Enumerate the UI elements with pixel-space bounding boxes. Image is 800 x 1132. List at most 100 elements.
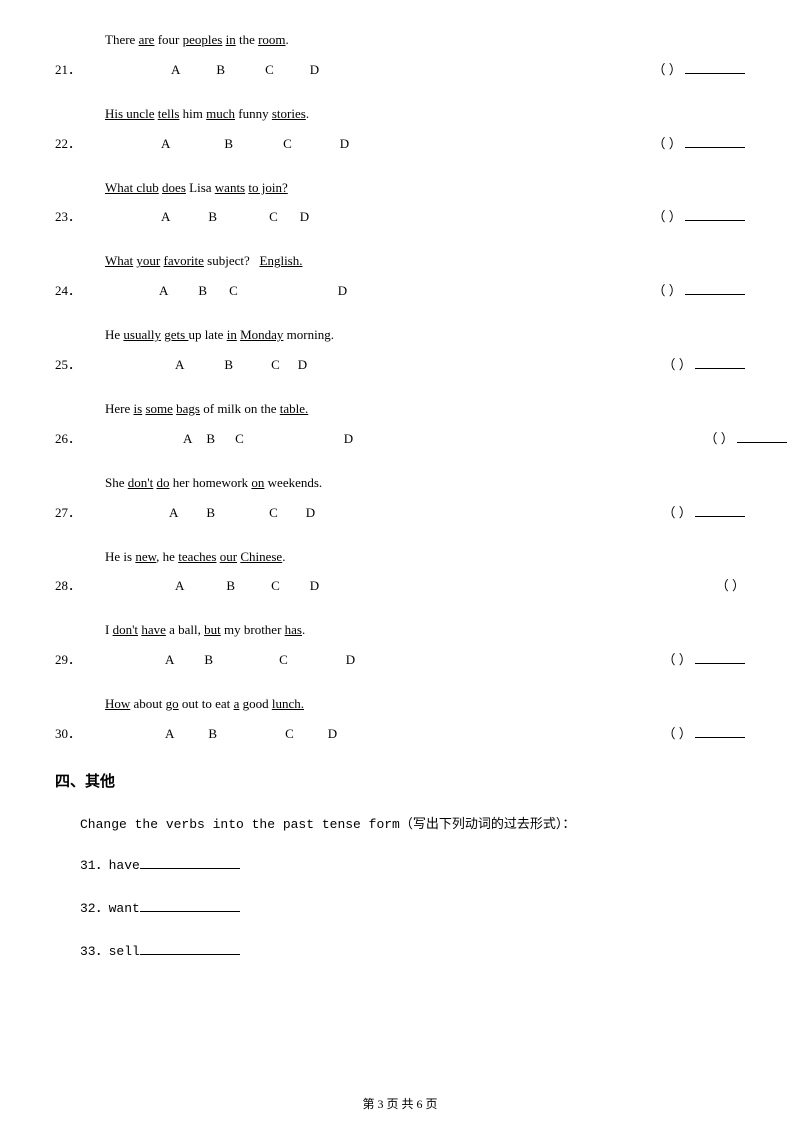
answer-paren[interactable]: （ ） [652,133,745,152]
paren-text: （ ） [652,62,681,77]
paren-text: （ ） [662,652,691,667]
option-a: A [175,357,184,373]
option-b: B [206,431,215,447]
paren-text: （ ） [652,136,681,151]
options-letters: AB C D [105,431,353,447]
question-block: Here is some bags of milk on the table.2… [55,399,745,447]
answer-paren[interactable]: （ ） [662,502,745,521]
answer-blank[interactable] [737,430,787,443]
answer-blank[interactable] [685,282,745,295]
option-a: A [159,283,168,299]
option-c: C [283,136,292,152]
option-d: D [338,283,347,299]
question-number: 28． [55,575,105,594]
option-d: D [298,357,307,373]
option-a: A [165,652,174,668]
option-d: D [344,431,353,447]
option-d: D [310,578,319,594]
option-c: C [269,209,278,225]
option-b: B [198,283,207,299]
question-sentence: How about go out to eat a good lunch. [105,694,745,715]
verb-word: sell [109,944,140,959]
question-options-line: 25．ABCD（ ） [55,354,745,373]
option-b: B [204,652,213,668]
option-b: B [208,209,217,225]
paren-text: （ ） [662,726,691,741]
verb-answer-blank[interactable] [140,856,240,869]
question-number: 26． [55,428,105,447]
option-a: A [183,431,192,447]
verb-answer-blank[interactable] [140,942,240,955]
question-number: 24． [55,280,105,299]
option-d: D [346,652,355,668]
question-block: What club does Lisa wants to join?23．ABC… [55,178,745,226]
question-sentence: She don't do her homework on weekends. [105,473,745,494]
question-options-line: 30．ABCD（ ） [55,723,745,742]
answer-paren[interactable]: （ ） [704,428,800,447]
answer-paren[interactable]: （ ） [662,354,745,373]
option-c: C [229,283,238,299]
option-b: B [224,357,233,373]
options-letters: ABCD [105,726,337,742]
verb-items-container: 31．have 32．want 33．sell [55,854,745,959]
answer-blank[interactable] [695,356,745,369]
option-c: C [235,431,244,447]
answer-paren[interactable]: （ ） [652,206,745,225]
question-number: 29． [55,649,105,668]
answer-paren[interactable]: （ ） [662,649,745,668]
option-b: B [226,578,235,594]
question-block: His uncle tells him much funny stories.2… [55,104,745,152]
verb-word: have [109,858,140,873]
answer-blank[interactable] [695,504,745,517]
question-block: She don't do her homework on weekends.27… [55,473,745,521]
options-letters: A B C D [105,283,347,299]
answer-blank[interactable] [695,651,745,664]
question-options-line: 27．ABCD（ ） [55,502,745,521]
option-b: B [216,62,225,78]
option-a: A [169,505,178,521]
question-sentence: What club does Lisa wants to join? [105,178,745,199]
option-a: A [165,726,174,742]
verb-number: 32． [80,901,109,916]
options-letters: ABCD [105,357,307,373]
question-block: There are four peoples in the room.21．AB… [55,30,745,78]
option-a: A [161,136,170,152]
question-options-line: 22．ABCD（ ） [55,133,745,152]
option-c: C [265,62,274,78]
answer-blank[interactable] [685,208,745,221]
answer-blank[interactable] [685,61,745,74]
answer-blank[interactable] [695,725,745,738]
paren-text: （ ） [662,505,691,520]
paren-text: （ ） [652,283,681,298]
question-options-line: 21．ABCD（ ） [55,59,745,78]
answer-paren[interactable]: （ ） [716,575,745,594]
option-b: B [224,136,233,152]
question-sentence: There are four peoples in the room. [105,30,745,51]
question-options-line: 28．ABCD（ ） [55,575,745,594]
options-letters: ABCD [105,62,319,78]
question-number: 25． [55,354,105,373]
options-letters: ABCD [105,578,319,594]
verb-item: 31．have [80,854,745,873]
question-number: 27． [55,502,105,521]
options-letters: ABCD [105,652,355,668]
question-block: How about go out to eat a good lunch.30．… [55,694,745,742]
verb-item: 33．sell [80,940,745,959]
option-d: D [300,209,309,225]
answer-paren[interactable]: （ ） [662,723,745,742]
options-letters: ABCD [105,136,349,152]
option-a: A [161,209,170,225]
option-c: C [269,505,278,521]
answer-paren[interactable]: （ ） [652,280,745,299]
option-b: B [208,726,217,742]
question-sentence: I don't have a ball, but my brother has. [105,620,745,641]
question-options-line: 29．ABCD（ ） [55,649,745,668]
section-4-title: 四、其他 [55,770,745,791]
answer-paren[interactable]: （ ） [652,59,745,78]
answer-blank[interactable] [685,135,745,148]
question-options-line: 24． A B C D （ ） [55,280,745,299]
paren-text: （ ） [716,578,745,593]
verb-answer-blank[interactable] [140,899,240,912]
verb-item: 32．want [80,897,745,916]
option-a: A [175,578,184,594]
